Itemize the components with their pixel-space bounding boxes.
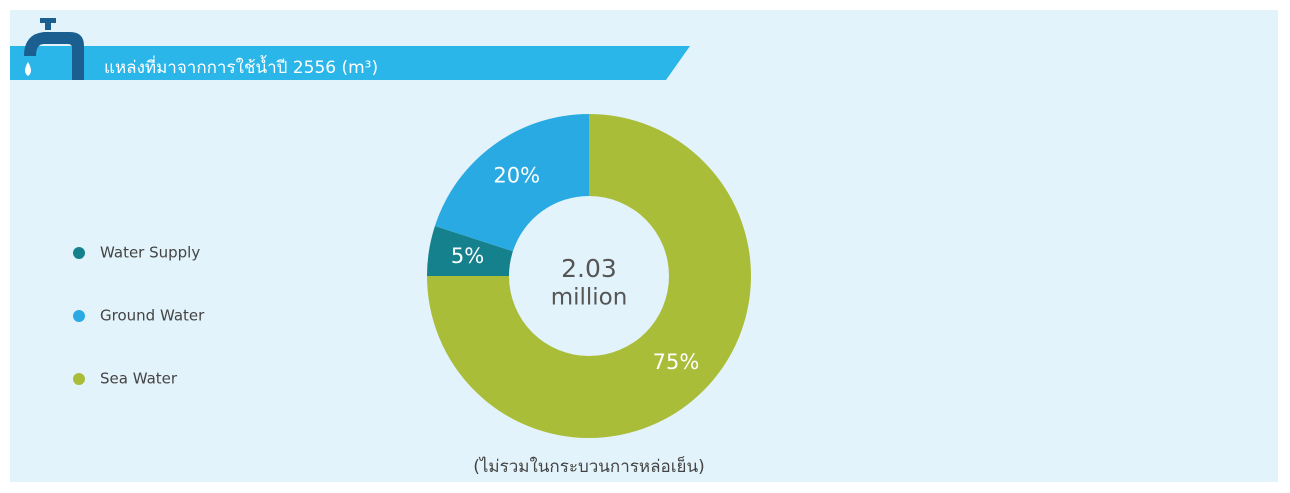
donut-slice <box>427 114 751 438</box>
legend-marker <box>73 247 85 259</box>
faucet-icon <box>24 18 84 80</box>
legend-label: Water Supply <box>100 244 200 262</box>
legend-marker <box>73 373 85 385</box>
center-value: 2.03 <box>561 254 617 283</box>
legend-label: Sea Water <box>100 370 178 388</box>
footnote: (ไม่รวมในกระบวนการหล่อเย็น) <box>473 455 705 477</box>
donut-slice <box>427 225 513 276</box>
donut-slice <box>434 114 589 252</box>
slice-label: 5% <box>451 244 484 268</box>
slice-label: 20% <box>493 163 540 187</box>
slice-label: 75% <box>653 350 700 374</box>
header-bar <box>10 46 690 80</box>
chart-title: แหล่งที่มาจากการใช้น้ำปี 2556 (m³) <box>104 55 378 78</box>
legend-label: Ground Water <box>100 307 205 325</box>
legend-marker <box>73 310 85 322</box>
center-unit: million <box>551 285 628 311</box>
